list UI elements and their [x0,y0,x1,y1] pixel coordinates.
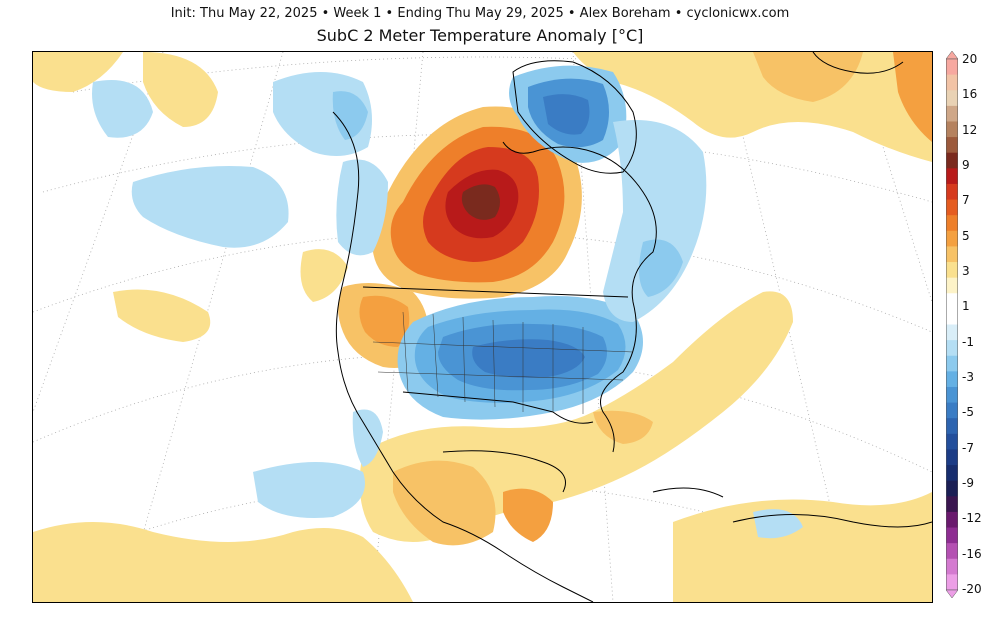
colorbar-tick-label: 1 [962,299,970,314]
colorbar-tick-label: 5 [962,228,970,243]
map-title: SubC 2 Meter Temperature Anomaly [°C] [316,26,644,45]
colorbar-swatch [946,324,958,341]
colorbar-swatch [946,246,958,263]
colorbar-tick-label: 20 [962,52,978,66]
colorbar-swatch [946,465,958,482]
colorbar-tick-label: 3 [962,264,970,278]
colorbar-swatch [946,230,958,247]
colorbar-swatch [946,152,958,169]
colorbar-swatch [946,371,958,388]
colorbar-swatch [946,340,958,357]
colorbar-swatch [946,215,958,232]
colorbar-swatch [946,558,958,575]
colorbar-swatch [946,418,958,435]
colorbar-swatch [946,308,958,325]
colorbar-tick-label: -20 [962,582,982,596]
colorbar-bottom-arrow [945,589,959,599]
colorbar-tick-label: 9 [962,158,970,172]
coastlines-and-borders [332,52,932,602]
colorbar-swatch [946,277,958,294]
colorbar-tick-label: 7 [962,193,970,208]
colorbar-swatch [946,496,958,513]
colorbar-tick-label: -3 [962,370,974,384]
colorbar-tick-label: -7 [962,440,974,455]
colorbar-swatch [946,543,958,560]
colorbar-swatch [946,262,958,279]
colorbar-tick-label: -12 [962,511,982,526]
temperature-anomaly-map [32,51,933,603]
colorbar-swatch [946,355,958,372]
colorbar-tick-label: 12 [962,122,978,137]
warm-anomaly-areas [33,52,932,602]
colorbar-swatch [946,386,958,404]
colorbar-swatch [946,433,958,450]
colorbar-swatch [946,449,958,466]
state-borders [372,311,634,414]
colorbar-tick-label: -5 [962,405,974,420]
colorbar-top-arrow [945,50,959,60]
colorbar-swatch [946,168,958,185]
colorbar-swatch [946,527,958,544]
colorbar-swatch [946,480,958,497]
run-info-header: Init: Thu May 22, 2025 • Week 1 • Ending… [170,6,790,21]
colorbar-swatch [946,293,958,310]
colorbar-swatch [946,121,958,138]
colorbar-swatch [946,105,958,122]
colorbar-swatch [946,402,958,419]
colorbar-swatch [946,59,958,76]
colorbar-tick-label: -16 [962,546,982,561]
colorbar-swatch [946,199,958,216]
colorbar-tick-label: 16 [962,87,978,102]
colorbar-swatch [946,74,958,91]
colorbar [945,50,959,599]
colorbar-swatch [946,90,958,107]
colorbar-swatch [946,183,958,201]
colorbar-tick-label: -1 [962,334,974,349]
colorbar-swatch [946,511,958,529]
colorbar-tick-label: -9 [962,476,974,490]
colorbar-swatch [946,574,958,591]
colorbar-swatch [946,137,958,154]
